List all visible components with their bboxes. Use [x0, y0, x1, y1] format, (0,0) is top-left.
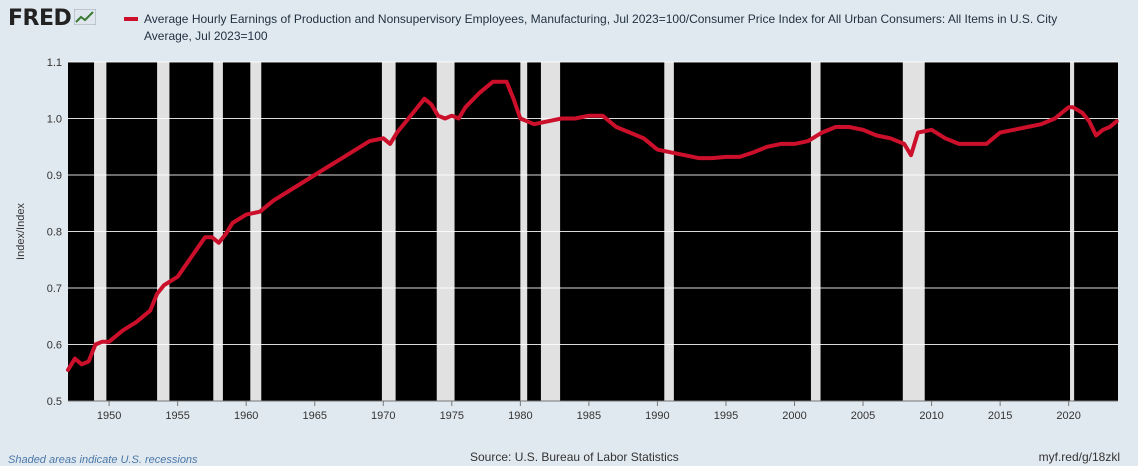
x-tick-label: 1990 [645, 410, 669, 422]
chart-header: FRED Average Hourly Earnings of Producti… [0, 0, 1138, 56]
x-tick-label: 1995 [714, 410, 738, 422]
y-tick-label: 0.9 [47, 170, 62, 182]
y-tick-label: 0.5 [47, 396, 62, 408]
x-axis: 1950 1955 1960 1965 1970 1975 1980 1985 1990 1995… [68, 400, 1118, 422]
legend-label: Average Hourly Earnings of Production an… [144, 12, 1058, 43]
recession-note: Shaded areas indicate U.S. recessions [8, 454, 198, 466]
series-line-0 [66, 79, 1119, 372]
y-tick-label: 1.0 [47, 114, 62, 126]
x-tick-label: 1965 [302, 410, 326, 422]
y-tick-label: 0.8 [47, 227, 62, 239]
x-tick-label: 2005 [851, 410, 875, 422]
y-axis-label: Index/Index [15, 203, 27, 260]
logo-text: FRED [8, 6, 72, 31]
y-tick-label: 0.6 [47, 340, 62, 352]
x-tick-label: 2000 [782, 410, 806, 422]
x-tick-label: 1980 [508, 410, 532, 422]
legend-swatch [124, 17, 138, 21]
y-axis: 0.5 0.6 0.7 0.8 0.9 1.0 1.1 [47, 57, 62, 408]
x-tick-label: 2015 [988, 410, 1012, 422]
y-tick-label: 0.7 [47, 283, 62, 295]
series-layer [66, 79, 1119, 372]
x-tick-label: 1955 [165, 410, 189, 422]
source-text: Source: U.S. Bureau of Labor Statistics [470, 450, 679, 464]
x-tick-label: 1970 [371, 410, 395, 422]
x-tick-label: 1950 [97, 410, 121, 422]
chart-svg: 0.50.60.70.80.91.01.1 1950 1955 1960 1965 19… [15, 57, 1119, 422]
x-tick-label: 1985 [577, 410, 601, 422]
y-tick-label: 1.1 [47, 57, 62, 69]
x-tick-label: 1960 [234, 410, 258, 422]
x-tick-label: 1975 [440, 410, 464, 422]
x-tick-label: 2020 [1056, 410, 1080, 422]
x-tick-label: 2010 [919, 410, 943, 422]
short-url[interactable]: myf.red/g/18zkl [1038, 450, 1120, 464]
